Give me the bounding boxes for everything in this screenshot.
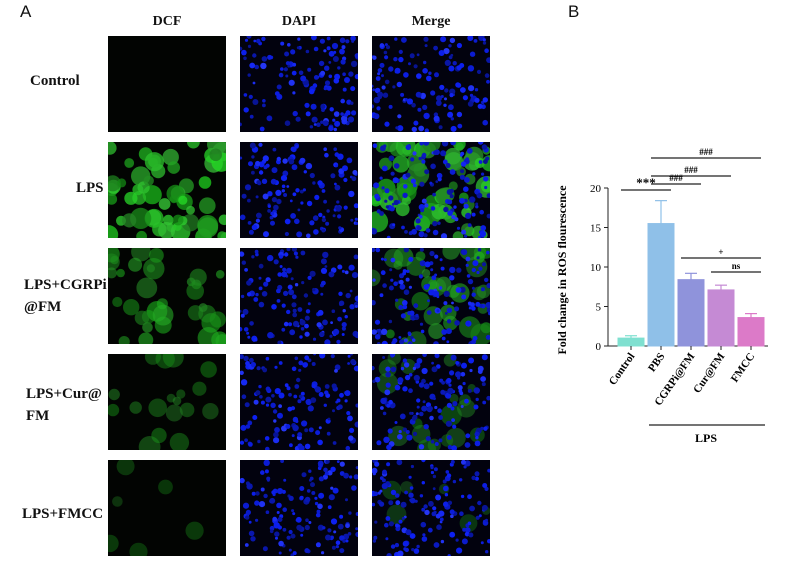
row-label-control: Control (30, 73, 80, 89)
y-tick-label: 10 (590, 262, 602, 274)
bar-cgrpi-fm (677, 279, 705, 347)
micrograph-merge (372, 248, 490, 344)
micrograph-dcf (108, 142, 226, 238)
column-header-merge: Merge (411, 14, 451, 29)
micrograph-dapi (240, 354, 358, 450)
bar-fmcc (737, 317, 765, 347)
panel-a-letter: A (20, 2, 32, 21)
micrograph-merge (372, 354, 490, 450)
micrograph-dapi (240, 460, 358, 556)
ros-bar-chart: Fold change in ROS flourescence 0 5 10 15 20… (555, 147, 768, 445)
micrograph-dcf (108, 248, 226, 344)
x-tick-label: FMCC (729, 351, 758, 385)
panel-b-letter: B (568, 2, 580, 21)
x-tick-label: Control (607, 351, 638, 388)
micrograph-merge (372, 36, 490, 132)
micrograph-dapi (240, 142, 358, 238)
significance-label: ### (684, 165, 698, 175)
significance-label: *** (636, 175, 656, 190)
group-label: LPS (695, 431, 717, 445)
column-header-dcf: DCF (152, 14, 182, 29)
y-tick-label: 0 (596, 341, 602, 353)
micrograph-dapi (240, 248, 358, 344)
micrograph-dcf (108, 36, 226, 132)
row-label-cur: LPS+Cur@ FM (26, 386, 102, 424)
significance-label: + (718, 247, 723, 257)
bar-cur-fm (707, 289, 735, 347)
significance-label: ns (732, 261, 741, 271)
row-label-lps: LPS (76, 180, 104, 196)
row-label-fmcc: LPS+FMCC (22, 506, 104, 522)
micrograph-dcf (108, 354, 226, 450)
bar-pbs (647, 223, 675, 347)
micrograph-dcf (108, 460, 226, 556)
bar-control (617, 337, 645, 347)
y-axis-label: Fold change in ROS flourescence (555, 185, 569, 355)
micrograph-merge (372, 142, 490, 238)
y-tick-label: 15 (590, 223, 602, 235)
column-header-dapi: DAPI (281, 14, 317, 29)
y-tick-label: 5 (596, 302, 602, 314)
row-label-cgrpi: LPS+CGRPi @FM (24, 277, 107, 315)
significance-label: ### (669, 173, 683, 183)
y-tick-label: 20 (590, 183, 602, 195)
significance-label: ### (699, 147, 713, 157)
micrograph-merge (372, 460, 490, 556)
micrograph-dapi (240, 36, 358, 132)
x-tick-label: PBS (646, 351, 667, 374)
